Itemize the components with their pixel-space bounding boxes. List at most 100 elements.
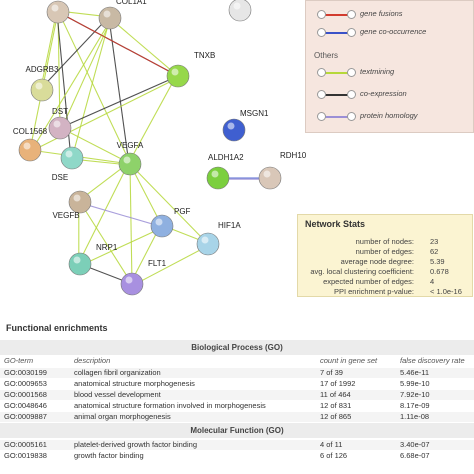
cell-description: platelet-derived growth factor binding (74, 440, 197, 449)
node-col1568[interactable]: COL1568 (13, 127, 48, 162)
node-rdh10[interactable]: RDH10 (258, 151, 307, 190)
network-edge (129, 163, 163, 227)
cell-count: 17 of 1992 (320, 379, 356, 388)
node-bubble[interactable] (258, 166, 282, 190)
cell-fdr: 8.17e-09 (400, 401, 430, 410)
node-label: FLT1 (148, 259, 167, 268)
node-bubble[interactable] (48, 116, 72, 140)
node-dse[interactable]: DSE (52, 146, 84, 182)
cell-fdr: 5.46e-11 (400, 368, 430, 377)
node-bubble[interactable] (222, 118, 246, 142)
stats-value: 23 (430, 237, 439, 246)
node-bubble[interactable] (60, 146, 84, 170)
network-edge (132, 244, 210, 286)
node-highlight (227, 122, 235, 130)
legend-label: gene fusions (360, 9, 403, 18)
stats-value: 5.39 (430, 257, 445, 266)
node-col1a2[interactable]: COL1A2 (15, 0, 70, 24)
node-bubble[interactable] (228, 0, 252, 22)
node-bubble[interactable] (166, 64, 190, 88)
cell-description: anatomical structure formation involved … (74, 401, 266, 410)
network-edge (30, 18, 112, 152)
stats-value: 4 (430, 277, 435, 286)
node-flt1[interactable]: FLT1 (120, 259, 167, 296)
cell-term: GO:0019838 (4, 451, 47, 460)
network-edge (71, 17, 111, 159)
node-bubble[interactable] (30, 78, 54, 102)
node-highlight (211, 170, 219, 178)
legend-node-dot (317, 10, 326, 19)
node-bubble[interactable] (68, 190, 92, 214)
network-nodes[interactable]: COL1A2 COL1A1 CDX1 ADGRB3 TNXB DST MSGN1 COL156… (13, 0, 307, 296)
network-graph[interactable]: COL1A2 COL1A1 CDX1 ADGRB3 TNXB DST MSGN1 COL156… (0, 0, 474, 305)
enrichment-row[interactable]: GO:0001568 blood vessel development 11 of … (0, 390, 474, 400)
node-label: NRP1 (96, 243, 118, 252)
node-label: TNXB (194, 51, 215, 60)
node-highlight (53, 120, 61, 128)
network-edge (59, 75, 179, 129)
node-bubble[interactable] (120, 272, 144, 296)
stats-label: PPI enrichment p-value: (333, 287, 414, 296)
node-label: VEGFB (52, 211, 79, 220)
node-adgrb3[interactable]: ADGRB3 (26, 65, 59, 102)
node-label: MSGN1 (240, 109, 269, 118)
enrichment-row[interactable]: GO:0019838 growth factor binding 6 of 126 6… (0, 451, 474, 461)
node-bubble[interactable] (46, 0, 70, 24)
network-edge (60, 18, 112, 130)
node-highlight (201, 236, 209, 244)
node-aldh1a2[interactable]: ALDH1A2 (206, 153, 244, 190)
molecular-function-heading: Molecular Function (GO) (0, 423, 474, 438)
legend-node-dot (317, 112, 326, 121)
node-highlight (65, 150, 73, 158)
network-edge (110, 18, 180, 78)
legend-node-dot (317, 90, 326, 99)
node-cdx1[interactable]: CDX1 (228, 0, 252, 22)
legend-row: textmining (314, 65, 469, 79)
enrichment-row[interactable]: GO:0009653 anatomical structure morphogen… (0, 379, 474, 389)
node-bubble[interactable] (118, 152, 142, 176)
cell-term: GO:0009887 (4, 412, 47, 421)
node-highlight (73, 194, 81, 202)
cell-term: GO:0009653 (4, 379, 47, 388)
node-bubble[interactable] (196, 232, 220, 256)
network-edge (130, 164, 210, 246)
network-edge (81, 202, 164, 228)
node-highlight (35, 82, 43, 90)
node-col1a1[interactable]: COL1A1 (98, 0, 147, 30)
legend-line-swatch (320, 94, 350, 96)
enrichment-row[interactable]: GO:0048646 anatomical structure formation… (0, 401, 474, 411)
cell-term: GO:0005161 (4, 440, 47, 449)
node-bubble[interactable] (68, 252, 92, 276)
node-bubble[interactable] (98, 6, 122, 30)
cell-fdr: 7.92e-10 (400, 390, 430, 399)
node-bubble[interactable] (206, 166, 230, 190)
network-edge (58, 126, 130, 164)
node-bubble[interactable] (150, 214, 174, 238)
network-stats-title: Network Stats (305, 219, 366, 229)
cell-count: 7 of 39 (320, 368, 343, 377)
enrichment-row[interactable]: GO:0009887 animal organ morphogenesis 12 o… (0, 412, 474, 422)
node-dst[interactable]: DST (48, 107, 72, 140)
cell-description: animal organ morphogenesis (74, 412, 171, 421)
col-count: count in gene set (320, 356, 378, 365)
enrichment-row[interactable]: GO:0030199 collagen fibril organization 7 … (0, 368, 474, 378)
node-hif1a[interactable]: HIF1A (196, 221, 241, 256)
node-bubble[interactable] (18, 138, 42, 162)
legend-node-dot (347, 68, 356, 77)
node-vegfb[interactable]: VEGFB (52, 190, 92, 220)
node-pgf[interactable]: PGF (150, 207, 191, 238)
legend-node-dot (347, 112, 356, 121)
node-nrp1[interactable]: NRP1 (68, 243, 118, 276)
stats-value: < 1.0e-16 (430, 287, 462, 296)
node-label: HIF1A (218, 221, 241, 230)
stats-label: avg. local clustering coefficient: (310, 267, 414, 276)
cell-description: blood vessel development (74, 390, 161, 399)
legend-node-dot (317, 68, 326, 77)
node-highlight (263, 170, 271, 178)
network-edge (128, 74, 178, 164)
enrichment-row[interactable]: GO:0005161 platelet-derived growth factor… (0, 440, 474, 450)
node-vegfa[interactable]: VEGFA (117, 141, 144, 176)
legend-node-dot (347, 10, 356, 19)
node-tnxb[interactable]: TNXB (166, 51, 215, 88)
node-msgn1[interactable]: MSGN1 (222, 109, 269, 142)
